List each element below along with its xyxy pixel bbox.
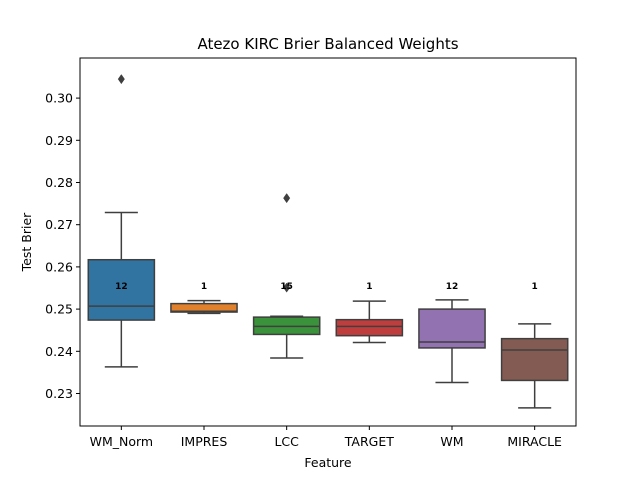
x-tick-label: WM xyxy=(440,434,463,449)
plot-area: 12 1 15 1 12 1 xyxy=(87,74,569,409)
y-tick-label: 0.29 xyxy=(45,133,73,148)
y-axis-label: Test Brier xyxy=(19,212,34,272)
outlier-point xyxy=(117,74,125,85)
box-target: 1 xyxy=(335,282,404,344)
sample-count-label: 1 xyxy=(201,282,207,292)
y-tick-label: 0.28 xyxy=(45,175,73,190)
outlier-point xyxy=(283,282,291,293)
y-tick-label: 0.24 xyxy=(45,344,73,359)
box-impres: 1 xyxy=(170,282,238,315)
x-tick-label: TARGET xyxy=(344,434,394,449)
sample-count-label: 15 xyxy=(280,282,293,292)
box-lcc: 15 xyxy=(252,193,321,359)
box-iqr xyxy=(87,258,156,321)
sample-count-label: 1 xyxy=(532,282,538,292)
y-tick-label: 0.25 xyxy=(45,302,73,317)
box-iqr xyxy=(170,302,238,313)
x-tick-label: LCC xyxy=(274,434,299,449)
x-axis-label: Feature xyxy=(304,455,352,470)
box-iqr xyxy=(335,318,404,337)
chart-title: Atezo KIRC Brier Balanced Weights xyxy=(197,35,458,53)
x-tick-label: MIRACLE xyxy=(507,434,562,449)
sample-count-label: 12 xyxy=(446,282,459,292)
outlier-point xyxy=(283,193,291,204)
box-wm-norm: 12 xyxy=(87,74,156,368)
axes-frame xyxy=(79,57,577,427)
y-tick-label: 0.26 xyxy=(45,259,73,274)
y-tick-label: 0.30 xyxy=(45,91,73,106)
sample-count-label: 12 xyxy=(115,282,128,292)
x-tick-label: WM_Norm xyxy=(90,434,154,449)
y-tick-label: 0.23 xyxy=(45,386,73,401)
box-wm: 12 xyxy=(418,282,486,384)
y-tick-label: 0.27 xyxy=(45,217,73,232)
box-miracle: 1 xyxy=(500,282,569,409)
sample-count-label: 1 xyxy=(366,282,372,292)
x-tick-label: IMPRES xyxy=(181,434,228,449)
box-iqr xyxy=(500,337,569,382)
